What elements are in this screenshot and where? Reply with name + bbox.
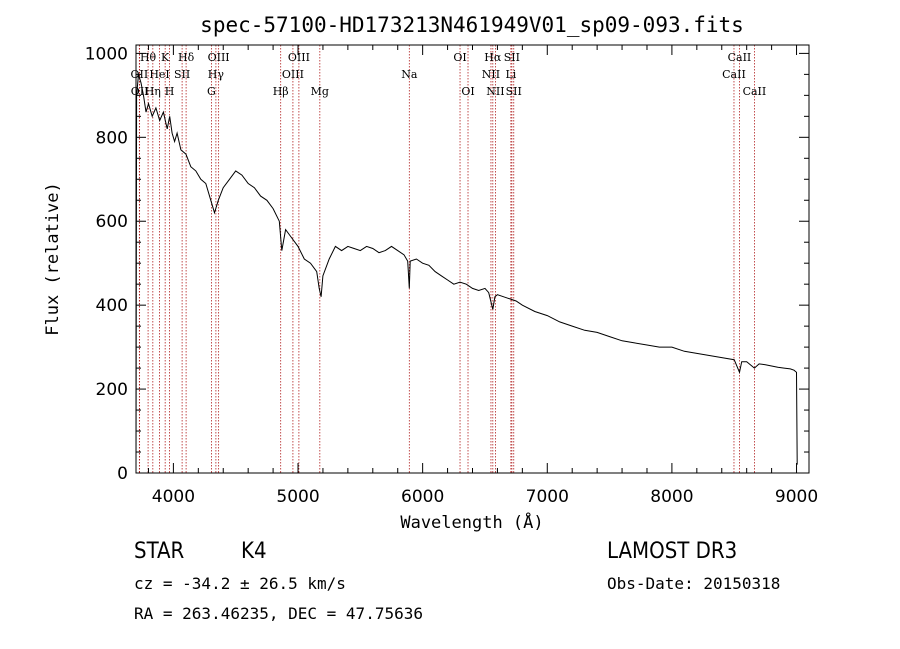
line-marker-label: Na (401, 68, 418, 81)
x-tick-label: 9000 (775, 487, 818, 507)
x-ticks: 4000 5000 6000 7000 8000 9000 (147, 45, 818, 507)
line-marker-label: SII (504, 51, 520, 64)
line-marker-label: CaII (743, 85, 767, 98)
object-class: STAR (134, 539, 185, 564)
y-ticks: 0 200 400 600 800 1000 (85, 44, 809, 484)
spectral-subclass: K4 (241, 539, 267, 564)
chart-title: spec-57100-HD173213N461949V01_sp09-093.f… (200, 13, 744, 37)
y-tick-label: 200 (96, 380, 128, 400)
line-marker-label: NII (486, 85, 504, 98)
survey-name: LAMOST DR3 (607, 539, 738, 564)
line-marker-label: NII (482, 68, 500, 81)
line-marker-label: OIII (282, 68, 304, 81)
y-tick-label: 0 (117, 464, 128, 484)
line-marker-label: OII (131, 85, 149, 98)
sky-coordinates: RA = 263.46235, DEC = 47.75636 (134, 604, 423, 623)
y-axis-title: Flux (relative) (43, 182, 63, 336)
x-tick-label: 7000 (526, 487, 569, 507)
line-marker-label: OI (453, 51, 466, 64)
x-axis-title: Wavelength (Å) (400, 511, 543, 533)
line-marker-label: OIII (288, 51, 310, 64)
line-marker-label: CaII (722, 68, 746, 81)
observation-date: Obs-Date: 20150318 (607, 574, 781, 593)
y-tick-label: 600 (96, 212, 128, 232)
y-tick-label: 400 (96, 296, 128, 316)
line-marker-label: CaII (728, 51, 752, 64)
line-marker-label: SII (174, 68, 190, 81)
line-marker-label: Hβ (273, 85, 289, 98)
y-tick-label: 1000 (85, 44, 128, 64)
line-marker-label: HeI (149, 68, 169, 81)
line-marker-label: H (165, 85, 175, 98)
line-marker-label: Hθ (140, 51, 157, 64)
x-tick-label: 6000 (401, 487, 444, 507)
y-tick-label: 800 (96, 128, 128, 148)
line-marker-label: G (207, 85, 216, 98)
line-marker-label: OII (131, 68, 149, 81)
line-marker-label: K (161, 51, 170, 64)
line-marker-label: SII (506, 85, 522, 98)
line-marker-label: Li (505, 68, 516, 81)
line-marker-label: OI (461, 85, 474, 98)
line-marker-label: OIII (208, 51, 230, 64)
flux-line (135, 74, 798, 474)
line-marker-label: Hγ (208, 68, 225, 81)
plot-frame (135, 44, 810, 474)
redshift-velocity: cz = -34.2 ± 26.5 km/s (134, 574, 346, 593)
line-marker-label: Mg (311, 85, 329, 98)
x-tick-label: 4000 (152, 487, 195, 507)
x-tick-label: 5000 (276, 487, 319, 507)
line-marker-label: Hη (145, 85, 161, 98)
line-marker-label: Hα (484, 51, 502, 64)
x-tick-label: 8000 (650, 487, 693, 507)
annotation-lines (138, 45, 755, 473)
line-marker-label: Hδ (178, 51, 195, 64)
